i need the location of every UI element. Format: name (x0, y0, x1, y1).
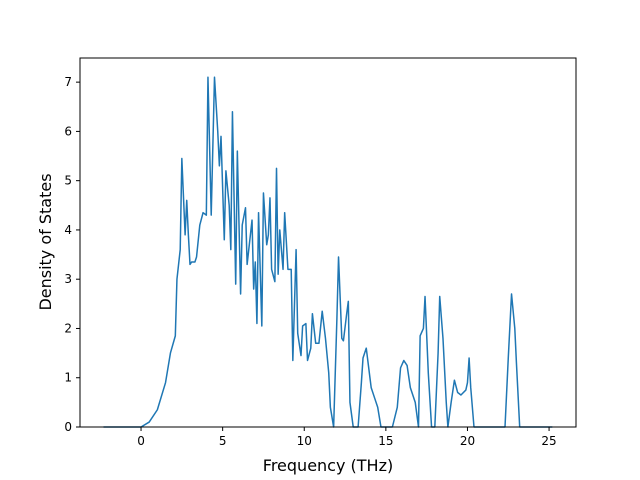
x-tick-label: 0 (137, 434, 145, 448)
y-tick-label: 6 (64, 124, 72, 138)
plot-area (103, 76, 553, 428)
y-tick-label: 4 (64, 223, 72, 237)
y-tick-label: 1 (64, 371, 72, 385)
x-axis-label: Frequency (THz) (263, 456, 393, 475)
x-tick-label: 25 (541, 434, 556, 448)
x-tick-label: 5 (219, 434, 227, 448)
x-tick-label: 10 (297, 434, 312, 448)
x-tick-label: 20 (460, 434, 475, 448)
y-tick-label: 7 (64, 75, 72, 89)
axes-frame (79, 57, 577, 428)
y-tick-label: 5 (64, 174, 72, 188)
y-tick-label: 3 (64, 272, 72, 286)
y-tick-label: 2 (64, 321, 72, 335)
y-axis-label: Density of States (36, 173, 55, 310)
x-tick-label: 15 (378, 434, 393, 448)
y-tick-label: 0 (64, 420, 72, 434)
line-series (103, 76, 553, 428)
